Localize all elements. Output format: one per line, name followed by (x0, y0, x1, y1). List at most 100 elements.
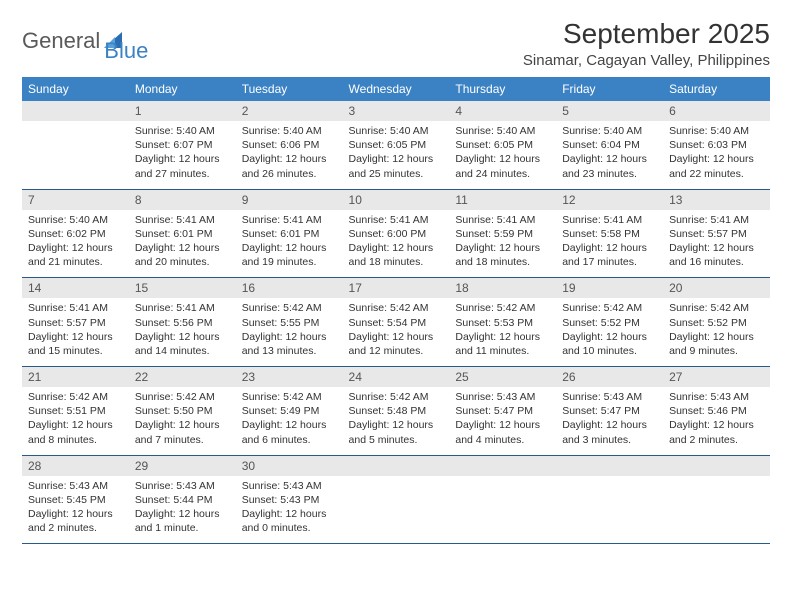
dow-saturday: Saturday (663, 77, 770, 101)
day-body (556, 476, 663, 538)
sunset-text: Sunset: 5:45 PM (28, 493, 123, 507)
sunrise-text: Sunrise: 5:40 AM (28, 213, 123, 227)
day-number (556, 456, 663, 476)
logo-text-general: General (22, 28, 100, 54)
day-number: 6 (663, 101, 770, 121)
day-cell: 17Sunrise: 5:42 AMSunset: 5:54 PMDayligh… (343, 278, 450, 367)
daylight-text: Daylight: 12 hours and 19 minutes. (242, 241, 337, 269)
sunrise-text: Sunrise: 5:41 AM (135, 301, 230, 315)
daylight-text: Daylight: 12 hours and 13 minutes. (242, 330, 337, 358)
day-body: Sunrise: 5:40 AMSunset: 6:06 PMDaylight:… (236, 121, 343, 189)
day-number: 7 (22, 190, 129, 210)
day-cell: 4Sunrise: 5:40 AMSunset: 6:05 PMDaylight… (449, 101, 556, 189)
day-body: Sunrise: 5:40 AMSunset: 6:02 PMDaylight:… (22, 210, 129, 278)
sunrise-text: Sunrise: 5:41 AM (135, 213, 230, 227)
day-number: 13 (663, 190, 770, 210)
day-cell: 9Sunrise: 5:41 AMSunset: 6:01 PMDaylight… (236, 189, 343, 278)
day-body: Sunrise: 5:42 AMSunset: 5:49 PMDaylight:… (236, 387, 343, 455)
dow-friday: Friday (556, 77, 663, 101)
day-number: 5 (556, 101, 663, 121)
sunset-text: Sunset: 6:00 PM (349, 227, 444, 241)
sunset-text: Sunset: 5:48 PM (349, 404, 444, 418)
daylight-text: Daylight: 12 hours and 12 minutes. (349, 330, 444, 358)
dow-wednesday: Wednesday (343, 77, 450, 101)
day-number: 30 (236, 456, 343, 476)
day-cell: 10Sunrise: 5:41 AMSunset: 6:00 PMDayligh… (343, 189, 450, 278)
day-number (22, 101, 129, 121)
sunrise-text: Sunrise: 5:40 AM (242, 124, 337, 138)
day-number: 17 (343, 278, 450, 298)
title-block: September 2025 Sinamar, Cagayan Valley, … (523, 18, 770, 69)
daylight-text: Daylight: 12 hours and 3 minutes. (562, 418, 657, 446)
day-cell: 14Sunrise: 5:41 AMSunset: 5:57 PMDayligh… (22, 278, 129, 367)
sunrise-text: Sunrise: 5:42 AM (562, 301, 657, 315)
daylight-text: Daylight: 12 hours and 0 minutes. (242, 507, 337, 535)
day-body (663, 476, 770, 538)
sunset-text: Sunset: 6:06 PM (242, 138, 337, 152)
sunrise-text: Sunrise: 5:42 AM (242, 390, 337, 404)
sunset-text: Sunset: 5:52 PM (562, 316, 657, 330)
day-number: 24 (343, 367, 450, 387)
day-body: Sunrise: 5:43 AMSunset: 5:43 PMDaylight:… (236, 476, 343, 544)
day-cell: 22Sunrise: 5:42 AMSunset: 5:50 PMDayligh… (129, 367, 236, 456)
day-body: Sunrise: 5:43 AMSunset: 5:45 PMDaylight:… (22, 476, 129, 544)
day-cell: 12Sunrise: 5:41 AMSunset: 5:58 PMDayligh… (556, 189, 663, 278)
day-cell: 24Sunrise: 5:42 AMSunset: 5:48 PMDayligh… (343, 367, 450, 456)
day-cell: 6Sunrise: 5:40 AMSunset: 6:03 PMDaylight… (663, 101, 770, 189)
sunrise-text: Sunrise: 5:43 AM (28, 479, 123, 493)
sunset-text: Sunset: 6:02 PM (28, 227, 123, 241)
daylight-text: Daylight: 12 hours and 22 minutes. (669, 152, 764, 180)
sunset-text: Sunset: 5:47 PM (562, 404, 657, 418)
daylight-text: Daylight: 12 hours and 25 minutes. (349, 152, 444, 180)
sunrise-text: Sunrise: 5:40 AM (349, 124, 444, 138)
daylight-text: Daylight: 12 hours and 24 minutes. (455, 152, 550, 180)
day-cell: 28Sunrise: 5:43 AMSunset: 5:45 PMDayligh… (22, 455, 129, 544)
daylight-text: Daylight: 12 hours and 7 minutes. (135, 418, 230, 446)
day-number: 20 (663, 278, 770, 298)
day-body: Sunrise: 5:42 AMSunset: 5:52 PMDaylight:… (556, 298, 663, 366)
day-cell: 15Sunrise: 5:41 AMSunset: 5:56 PMDayligh… (129, 278, 236, 367)
week-row: 7Sunrise: 5:40 AMSunset: 6:02 PMDaylight… (22, 189, 770, 278)
day-number: 9 (236, 190, 343, 210)
day-number: 27 (663, 367, 770, 387)
daylight-text: Daylight: 12 hours and 2 minutes. (28, 507, 123, 535)
sunrise-text: Sunrise: 5:42 AM (455, 301, 550, 315)
sunset-text: Sunset: 5:46 PM (669, 404, 764, 418)
week-row: 28Sunrise: 5:43 AMSunset: 5:45 PMDayligh… (22, 455, 770, 544)
day-cell (22, 101, 129, 189)
day-number: 3 (343, 101, 450, 121)
day-number: 4 (449, 101, 556, 121)
sunset-text: Sunset: 6:07 PM (135, 138, 230, 152)
week-row: 14Sunrise: 5:41 AMSunset: 5:57 PMDayligh… (22, 278, 770, 367)
day-number: 16 (236, 278, 343, 298)
day-body: Sunrise: 5:41 AMSunset: 6:01 PMDaylight:… (236, 210, 343, 278)
day-body: Sunrise: 5:41 AMSunset: 5:57 PMDaylight:… (663, 210, 770, 278)
sunrise-text: Sunrise: 5:41 AM (669, 213, 764, 227)
sunset-text: Sunset: 5:55 PM (242, 316, 337, 330)
daylight-text: Daylight: 12 hours and 15 minutes. (28, 330, 123, 358)
day-cell (449, 455, 556, 544)
daylight-text: Daylight: 12 hours and 18 minutes. (349, 241, 444, 269)
sunrise-text: Sunrise: 5:43 AM (562, 390, 657, 404)
sunset-text: Sunset: 6:03 PM (669, 138, 764, 152)
day-cell: 18Sunrise: 5:42 AMSunset: 5:53 PMDayligh… (449, 278, 556, 367)
sunset-text: Sunset: 5:52 PM (669, 316, 764, 330)
dow-tuesday: Tuesday (236, 77, 343, 101)
day-number: 25 (449, 367, 556, 387)
day-cell (556, 455, 663, 544)
sunset-text: Sunset: 5:47 PM (455, 404, 550, 418)
sunrise-text: Sunrise: 5:42 AM (28, 390, 123, 404)
sunset-text: Sunset: 5:43 PM (242, 493, 337, 507)
day-body: Sunrise: 5:41 AMSunset: 5:59 PMDaylight:… (449, 210, 556, 278)
sunrise-text: Sunrise: 5:41 AM (562, 213, 657, 227)
day-number: 10 (343, 190, 450, 210)
week-row: 21Sunrise: 5:42 AMSunset: 5:51 PMDayligh… (22, 367, 770, 456)
sunrise-text: Sunrise: 5:42 AM (349, 390, 444, 404)
day-body: Sunrise: 5:43 AMSunset: 5:47 PMDaylight:… (449, 387, 556, 455)
day-body (343, 476, 450, 538)
week-row: 1Sunrise: 5:40 AMSunset: 6:07 PMDaylight… (22, 101, 770, 189)
day-cell: 25Sunrise: 5:43 AMSunset: 5:47 PMDayligh… (449, 367, 556, 456)
day-cell: 8Sunrise: 5:41 AMSunset: 6:01 PMDaylight… (129, 189, 236, 278)
daylight-text: Daylight: 12 hours and 8 minutes. (28, 418, 123, 446)
day-body: Sunrise: 5:42 AMSunset: 5:53 PMDaylight:… (449, 298, 556, 366)
